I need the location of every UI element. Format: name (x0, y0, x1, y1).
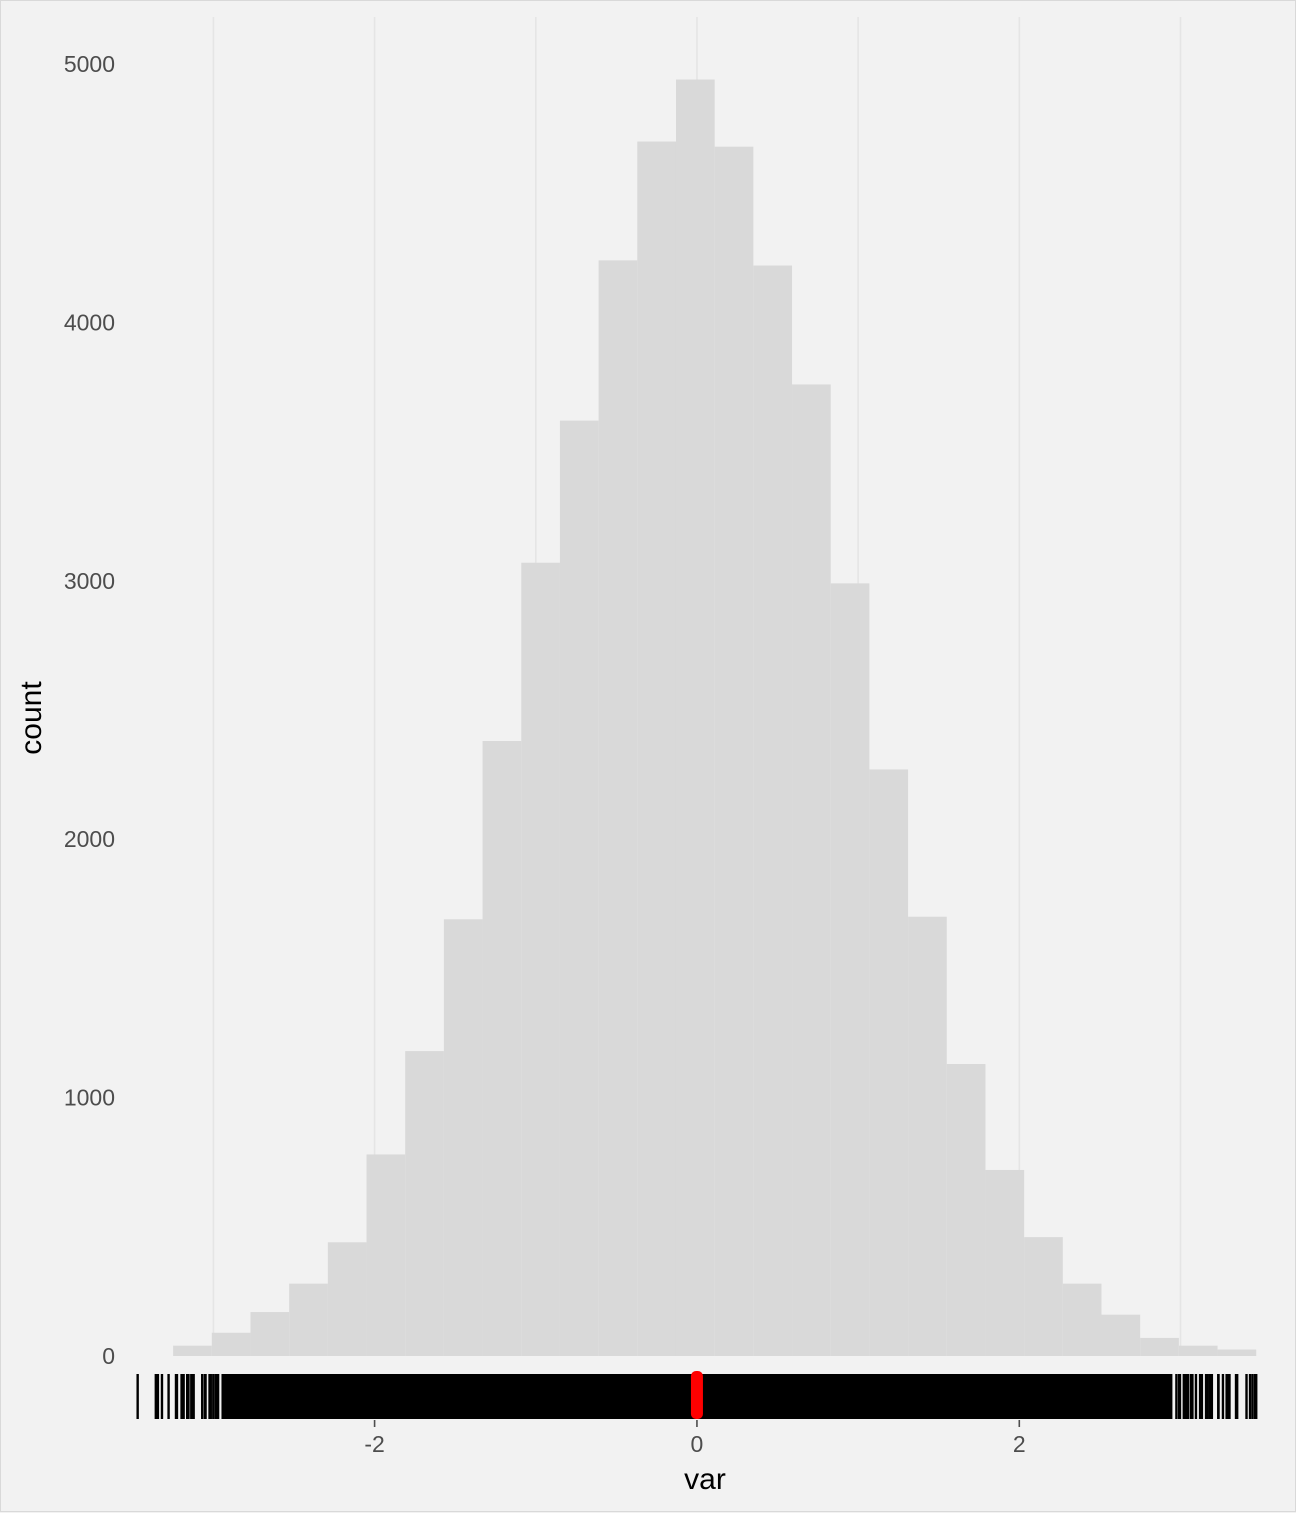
histogram-bar (792, 384, 831, 1356)
histogram-bar (405, 1051, 444, 1356)
y-tick-label: 1000 (64, 1085, 115, 1111)
histogram-bar (869, 769, 909, 1356)
histogram-bar (366, 1154, 406, 1356)
histogram-bar (675, 79, 715, 1356)
histogram-bar (211, 1332, 251, 1356)
histogram-bar (753, 265, 793, 1356)
rug-highlight-mark (690, 1371, 703, 1419)
histogram-bar (830, 583, 870, 1356)
histogram-bar (327, 1242, 367, 1356)
x-axis-ticks: -2 0 2 (364, 1420, 1026, 1457)
histogram-bar (250, 1312, 290, 1356)
histogram-bar (637, 141, 676, 1356)
rug-strip (136, 1371, 1258, 1419)
x-tick-label: 2 (1013, 1431, 1026, 1457)
histogram-bar (1178, 1345, 1218, 1356)
histogram-bar (559, 420, 599, 1356)
y-axis-ticks: 0 1000 2000 3000 4000 5000 (64, 51, 115, 1369)
histogram-bar (1062, 1283, 1102, 1356)
y-tick-label: 3000 (64, 568, 115, 594)
histogram-bar (1217, 1349, 1257, 1356)
histogram-bar (1024, 1237, 1063, 1356)
histogram-bar (1140, 1337, 1179, 1356)
histogram-bar (173, 1345, 212, 1356)
x-tick-label: 0 (691, 1431, 704, 1457)
x-axis-title: var (684, 1463, 726, 1496)
x-tick-label: -2 (364, 1431, 384, 1457)
histogram-bar (714, 146, 754, 1357)
histogram-bar (985, 1169, 1025, 1356)
histogram-bar (908, 916, 947, 1356)
y-tick-label: 0 (102, 1343, 115, 1369)
y-tick-label: 4000 (64, 309, 115, 335)
y-tick-label: 5000 (64, 51, 115, 77)
histogram-bar (1101, 1314, 1141, 1356)
histogram-bars (173, 79, 1257, 1357)
histogram-bar (443, 919, 483, 1356)
histogram-bar (946, 1064, 986, 1356)
histogram-bar (521, 562, 560, 1356)
histogram-bar (598, 260, 638, 1356)
histogram-bar (289, 1283, 328, 1356)
y-tick-label: 2000 (64, 826, 115, 852)
y-axis-title: count (15, 681, 48, 755)
histogram-bar (482, 741, 522, 1356)
